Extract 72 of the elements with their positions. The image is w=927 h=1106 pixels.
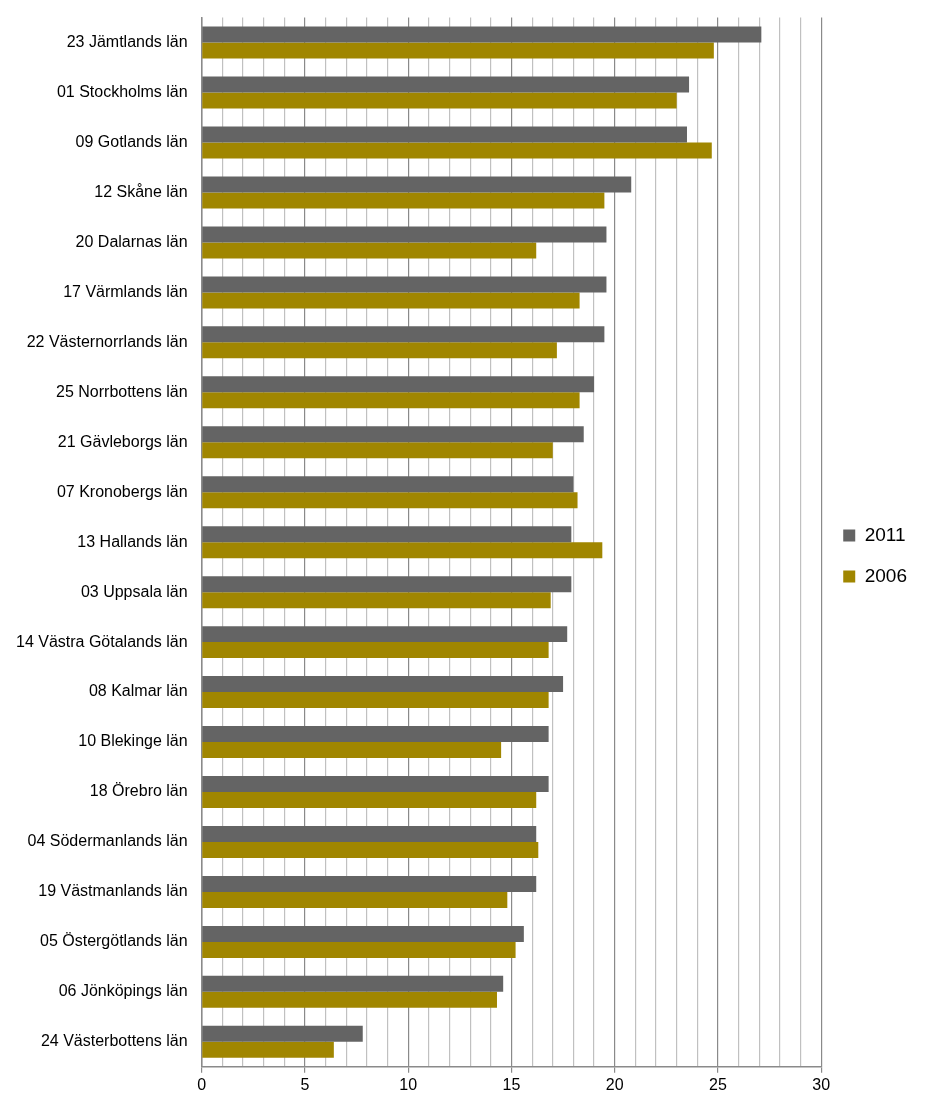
y-tick-label: 23 Jämtlands län (66, 32, 188, 50)
y-tick-label: 17 Värmlands län (63, 282, 188, 300)
bar (202, 292, 580, 309)
bar (202, 426, 584, 443)
bar (202, 576, 572, 593)
y-tick-label: 21 Gävleborgs län (57, 432, 188, 450)
bar (202, 1025, 363, 1042)
bar (202, 542, 603, 559)
y-tick-label: 01 Stockholms län (56, 82, 188, 100)
y-tick-label: 03 Uppsala län (80, 582, 188, 600)
bar (202, 841, 539, 858)
bar (202, 825, 537, 842)
bar (202, 326, 605, 343)
y-tick-label: 10 Blekinge län (78, 732, 188, 750)
bar (202, 26, 762, 43)
bar (202, 1041, 334, 1058)
x-tick-label: 25 (709, 1075, 727, 1093)
y-tick-label: 25 Norrbottens län (56, 382, 188, 400)
y-tick-label: 06 Jönköpings län (58, 982, 188, 1000)
bar (202, 975, 504, 992)
y-tick-label: 05 Östergötlands län (40, 932, 188, 950)
legend-label: 2011 (864, 523, 906, 545)
bar (202, 92, 677, 109)
bar (202, 242, 537, 259)
bar (202, 726, 549, 743)
bar (202, 676, 564, 693)
y-tick-label: 18 Örebro län (89, 782, 188, 800)
y-tick-label: 24 Västerbottens län (40, 1032, 188, 1050)
bar (202, 192, 605, 209)
x-tick-label: 5 (300, 1075, 310, 1093)
y-tick-label: 14 Västra Götalands län (15, 632, 188, 650)
bar (202, 692, 549, 709)
x-tick-label: 30 (812, 1075, 831, 1093)
y-tick-label: 13 Hallands län (77, 532, 188, 550)
bar (202, 342, 557, 359)
y-tick-label: 12 Skåne län (94, 182, 188, 200)
bar (202, 42, 714, 59)
x-tick-label: 0 (197, 1075, 207, 1093)
y-tick-label: 07 Kronobergs län (56, 482, 188, 500)
y-tick-label: 08 Kalmar län (88, 682, 188, 700)
bar (202, 742, 502, 759)
x-tick-label: 20 (605, 1075, 624, 1093)
y-tick-label: 04 Södermanlands län (27, 832, 188, 850)
bar (202, 925, 524, 942)
bar (202, 226, 607, 243)
bar (202, 376, 595, 393)
bar (202, 526, 572, 543)
bar (202, 476, 574, 493)
legend-label: 2006 (864, 564, 908, 586)
bar (202, 276, 607, 293)
y-tick-label: 19 Västmanlands län (38, 882, 188, 900)
bar (202, 126, 687, 143)
bar (202, 792, 537, 808)
bar (202, 626, 568, 643)
y-tick-label: 20 Dalarnas län (75, 232, 188, 250)
x-tick-label: 10 (399, 1075, 418, 1093)
bar (202, 76, 690, 93)
bar (202, 891, 508, 908)
bar (202, 875, 537, 892)
bar (202, 941, 516, 958)
bar (202, 142, 712, 159)
bar (202, 176, 632, 193)
bar (202, 392, 580, 409)
bar (202, 592, 551, 609)
y-tick-label: 09 Gotlands län (75, 132, 188, 150)
bar (202, 442, 553, 459)
bar (202, 642, 549, 659)
bar (202, 991, 497, 1008)
y-tick-label: 22 Västernorrlands län (26, 332, 188, 350)
x-tick-label: 15 (502, 1075, 521, 1093)
bar (202, 492, 578, 509)
bar (202, 776, 549, 793)
